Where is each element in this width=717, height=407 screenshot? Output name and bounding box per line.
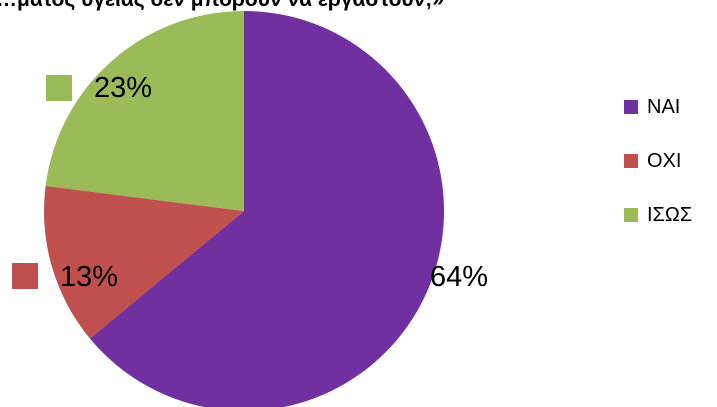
legend-swatch-isos: [624, 208, 638, 222]
legend-item-oxi: ΟΧΙ: [624, 134, 692, 188]
legend-swatch-oxi: [624, 154, 638, 168]
pie-slice-isos: [45, 11, 244, 211]
pie-slice-oxi: [44, 185, 244, 339]
legend-item-nai: ΝΑΙ: [624, 80, 692, 134]
data-label-nai: 64%: [430, 261, 488, 293]
data-label-oxi: 13%: [60, 261, 118, 293]
legend: ΝΑΙ ΟΧΙ ΙΣΩΣ: [624, 80, 692, 242]
legend-swatch-nai: [624, 100, 638, 114]
data-label-isos: 23%: [94, 72, 152, 104]
legend-item-isos: ΙΣΩΣ: [624, 188, 692, 242]
data-label-key-isos: [46, 75, 72, 101]
data-label-key-oxi: [12, 263, 38, 289]
legend-label-isos: ΙΣΩΣ: [647, 203, 693, 226]
chart-title: …ματος υγείας δεν μπορούν να εργαστούν;»: [0, 0, 480, 12]
pie-slice-nai: [89, 11, 445, 407]
legend-label-nai: ΝΑΙ: [647, 95, 681, 118]
legend-label-oxi: ΟΧΙ: [647, 149, 682, 172]
